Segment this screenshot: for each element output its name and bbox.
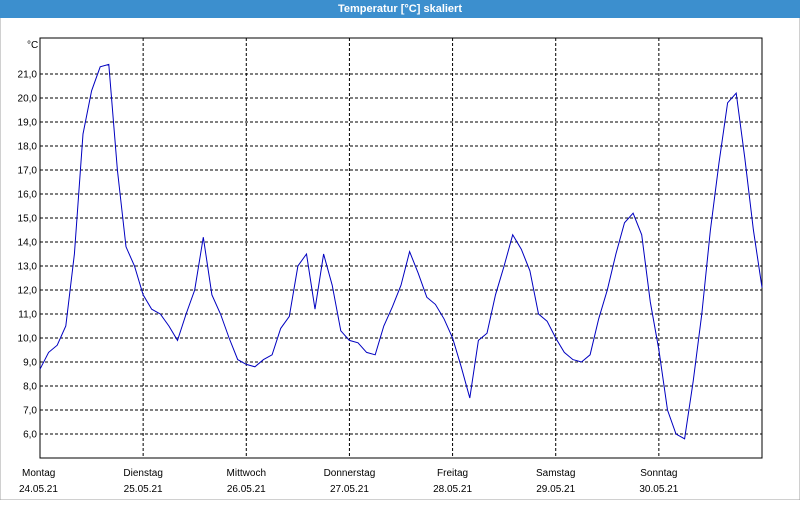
- y-tick-label: 15,0: [18, 214, 38, 225]
- y-tick-label: 6,0: [23, 430, 37, 441]
- y-unit: °C: [27, 40, 38, 51]
- y-tick-label: 17,0: [18, 166, 38, 177]
- x-tick-date: 30.05.21: [639, 484, 678, 495]
- y-tick-label: 11,0: [18, 310, 37, 321]
- x-tick-date: 28.05.21: [433, 484, 472, 495]
- y-tick-label: 21,0: [18, 70, 38, 81]
- y-tick-label: 12,0: [18, 286, 38, 297]
- y-tick-label: 9,0: [23, 358, 37, 369]
- x-tick-label: Sonntag: [640, 468, 677, 479]
- data-line: [39, 63, 763, 440]
- title-bar: [0, 0, 800, 18]
- x-tick-date: 24.05.21: [19, 484, 58, 495]
- y-tick-label: 16,0: [18, 190, 38, 201]
- y-tick-label: 13,0: [18, 262, 38, 273]
- x-tick-label: Samstag: [536, 468, 575, 479]
- chart-title: Temperatur [°C] skaliert: [338, 3, 462, 15]
- x-tick-date: 27.05.21: [330, 484, 369, 495]
- y-tick-label: 20,0: [18, 94, 38, 105]
- plot-frame: [39, 37, 763, 459]
- y-tick-label: 7,0: [23, 406, 37, 417]
- y-tick-label: 14,0: [18, 238, 38, 249]
- x-tick-label: Donnerstag: [324, 468, 376, 479]
- x-tick-date: 29.05.21: [536, 484, 575, 495]
- x-tick-label: Montag: [22, 468, 55, 479]
- x-tick-label: Dienstag: [123, 468, 162, 479]
- y-tick-label: 19,0: [18, 118, 38, 129]
- y-tick-label: 10,0: [18, 334, 38, 345]
- y-tick-label: 18,0: [18, 142, 38, 153]
- x-tick-label: Mittwoch: [227, 468, 266, 479]
- x-tick-label: Freitag: [437, 468, 468, 479]
- x-tick-date: 25.05.21: [124, 484, 163, 495]
- y-tick-label: 8,0: [23, 382, 37, 393]
- x-tick-date: 26.05.21: [227, 484, 266, 495]
